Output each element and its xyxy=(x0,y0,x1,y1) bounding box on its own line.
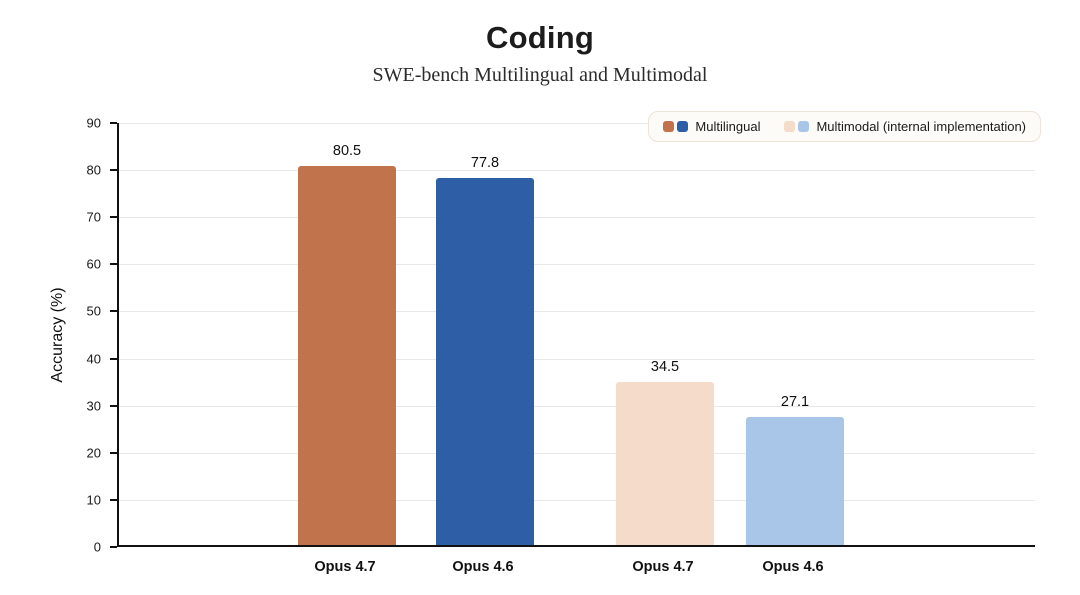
legend-label: Multilingual xyxy=(695,119,761,134)
y-tick-label: 70 xyxy=(86,209,101,225)
gridline xyxy=(119,170,1035,172)
chart-subtitle: SWE-bench Multilingual and Multimodal xyxy=(372,64,708,86)
legend-item: Multimodal (internal implementation) xyxy=(784,119,1026,134)
y-tick-mark xyxy=(110,263,117,266)
bar-value-label: 27.1 xyxy=(780,394,810,411)
legend-swatch xyxy=(663,121,675,132)
x-tick-label: Opus 4.7 xyxy=(632,559,694,575)
y-tick-label: 10 xyxy=(86,492,101,508)
y-tick-label: 40 xyxy=(86,351,101,367)
bar-opus-4.6-multilingual xyxy=(436,178,534,545)
legend-swatches xyxy=(663,121,689,132)
y-tick-label: 20 xyxy=(86,445,101,461)
y-tick-mark xyxy=(110,357,117,360)
plot-area: Multilingual Multimodal (internal impleme… xyxy=(117,111,1041,547)
y-tick-mark xyxy=(110,169,117,172)
gridline xyxy=(119,358,1035,360)
y-tick-label: 80 xyxy=(86,162,101,178)
y-tick-label: 50 xyxy=(86,303,101,319)
y-tick-mark xyxy=(110,546,117,548)
legend-label: Multimodal (internal implementation) xyxy=(816,119,1026,134)
y-tick-mark xyxy=(110,404,117,407)
gridline xyxy=(119,452,1035,454)
legend-swatch xyxy=(784,121,796,132)
y-tick-mark xyxy=(110,451,117,454)
gridline xyxy=(119,499,1035,501)
gridline xyxy=(119,311,1035,313)
bar-value-label: 34.5 xyxy=(650,359,680,376)
gridline xyxy=(119,123,1035,124)
legend-item: Multilingual xyxy=(663,119,760,134)
bar-opus-4.6-multimodal xyxy=(746,417,844,545)
bar-value-label: 80.5 xyxy=(332,142,362,159)
gridline xyxy=(119,217,1035,219)
bar-opus-4.7-multimodal xyxy=(616,382,714,545)
legend-swatch xyxy=(798,121,810,132)
gridline xyxy=(119,405,1035,407)
bar-value-label: 77.8 xyxy=(470,155,500,172)
y-tick-label: 30 xyxy=(86,398,101,414)
legend-swatches xyxy=(784,121,810,132)
x-axis: Opus 4.7 Opus 4.6 Opus 4.7 Opus 4.6 xyxy=(117,549,1035,589)
legend-swatch xyxy=(677,121,689,132)
y-tick-mark xyxy=(110,216,117,219)
y-tick-mark xyxy=(110,498,117,501)
legend: Multilingual Multimodal (internal impleme… xyxy=(648,111,1041,142)
y-tick-label: 60 xyxy=(86,256,101,272)
y-tick-mark xyxy=(110,122,117,124)
y-tick-label: 0 xyxy=(93,539,101,555)
x-tick-label: Opus 4.7 xyxy=(314,559,376,575)
y-tick-label: 90 xyxy=(86,115,101,131)
chart-title: Coding xyxy=(486,20,594,55)
bar-opus-4.7-multilingual xyxy=(298,165,396,545)
y-tick-mark xyxy=(110,310,117,313)
y-axis: 0 10 20 30 40 50 60 70 80 90 xyxy=(0,116,117,555)
gridline xyxy=(119,264,1035,266)
x-tick-label: Opus 4.6 xyxy=(762,559,824,575)
x-tick-label: Opus 4.6 xyxy=(452,559,514,575)
